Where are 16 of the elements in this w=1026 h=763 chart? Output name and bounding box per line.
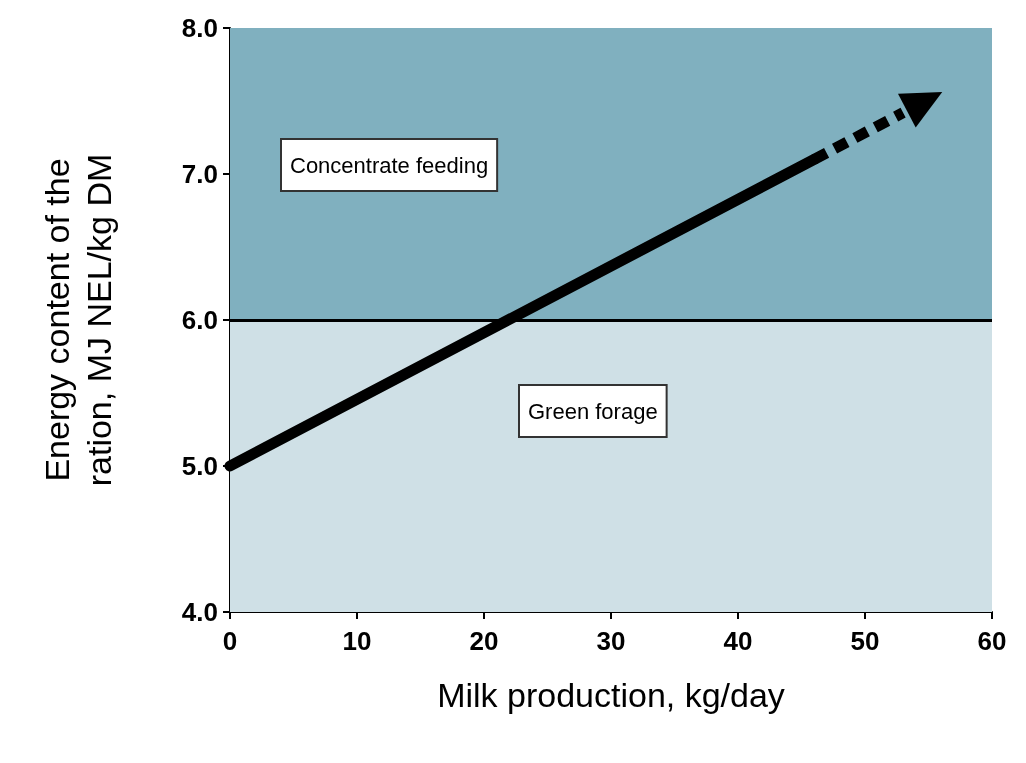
y-axis-title: Energy content of the ration, MJ NEL/kg DM	[38, 153, 118, 487]
y-tick-label: 7.0	[181, 159, 218, 189]
x-tick-label: 50	[850, 626, 880, 656]
band-label: Concentrate feeding	[290, 152, 489, 178]
y-tick-label: 8.0	[181, 13, 218, 43]
y-tick-label: 5.0	[181, 451, 218, 481]
x-tick-label: 40	[723, 626, 753, 656]
x-axis-title: Milk production, kg/day	[437, 676, 785, 714]
x-tick-label: 60	[977, 626, 1007, 656]
x-tick-label: 20	[469, 626, 499, 656]
y-tick-label: 6.0	[181, 305, 218, 335]
x-tick-label: 10	[342, 626, 372, 656]
band-label: Green forage	[528, 398, 658, 424]
x-tick-label: 30	[596, 626, 626, 656]
y-tick-label: 4.0	[181, 597, 218, 627]
x-tick-label: 0	[222, 626, 238, 656]
